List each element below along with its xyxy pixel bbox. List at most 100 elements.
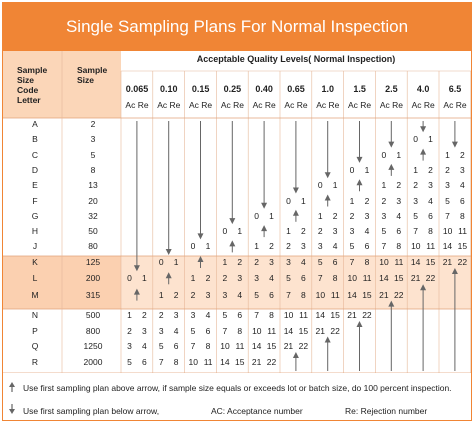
ac-re-cell: 21 22 — [347, 310, 372, 320]
sample-size: 80 — [88, 241, 98, 252]
down-arrow-note: Use first sampling plan below arrow, — [23, 406, 160, 416]
aql-level: 0.40 — [255, 84, 273, 94]
down-arrow-icon — [420, 121, 427, 133]
code-letter: E — [32, 180, 38, 191]
ac-re-cell: 10 11 — [442, 226, 467, 237]
ac-re-label: Ac Re — [252, 100, 276, 110]
down-arrow-icon — [165, 121, 172, 255]
sample-size-header: Size — [77, 75, 95, 85]
ac-re-label: Ac Re — [284, 100, 308, 110]
sample-size: 500 — [85, 310, 101, 320]
code-letter: M — [31, 289, 39, 300]
up-arrow-icon — [165, 272, 172, 285]
ac-re-cell: 21 22 — [442, 257, 468, 267]
down-arrow-icon — [133, 121, 140, 272]
ac-re-cell: 10 11 — [347, 273, 372, 284]
code-letter: A — [32, 119, 38, 129]
ac-re-cell: 14 15 — [283, 325, 309, 336]
sample-size: 8 — [90, 164, 96, 175]
grid-block-2-bg — [121, 256, 471, 309]
sample-size: 3 — [90, 134, 96, 145]
sample-size: 13 — [88, 180, 98, 191]
up-arrow-icon — [356, 179, 363, 192]
aql-level: 1.5 — [353, 84, 366, 94]
sample-size: 200 — [85, 273, 101, 284]
up-arrow-icon — [324, 336, 331, 371]
code-letter: L — [32, 273, 38, 284]
ac-re-label: Ac Re — [348, 100, 372, 110]
aql-level: 1.0 — [321, 84, 335, 94]
down-arrow-icon — [292, 121, 299, 194]
ac-re-cell: 10 11 — [252, 325, 277, 336]
ac-re-label: Ac Re — [411, 100, 435, 110]
ac-re-label: Ac Re — [379, 100, 403, 110]
ac-re-cell: 14 15 — [379, 273, 404, 284]
code-letter: Q — [31, 341, 39, 351]
ac-note: AC: Acceptance number — [211, 406, 303, 416]
up-arrow-icon — [197, 256, 204, 268]
footer-arrows — [9, 382, 15, 414]
up-arrow-icon — [133, 288, 140, 301]
ac-re-label: Ac Re — [189, 100, 213, 110]
code-letter-header: Sample — [17, 65, 48, 75]
sample-size: 5 — [90, 149, 96, 160]
code-letter: D — [31, 164, 39, 175]
sample-size: 32 — [88, 210, 98, 221]
code-letter: P — [32, 325, 38, 336]
ac-re-cell: 21 22 — [410, 273, 436, 284]
aql-heading: Acceptable Quality Levels( Normal Inspec… — [196, 54, 396, 64]
aql-level: 6.5 — [448, 84, 462, 94]
code-letter: B — [32, 134, 38, 145]
ac-re-label: Ac Re — [125, 100, 149, 110]
ac-re-cell: 21 22 — [283, 341, 309, 351]
aql-level: 0.15 — [191, 84, 210, 94]
up-arrow-icon — [9, 382, 15, 387]
ac-re-cell: 14 15 — [410, 257, 436, 267]
ac-re-cell: 10 11 — [220, 341, 245, 351]
ac-re-cell: 10 11 — [315, 289, 340, 300]
code-letter: C — [31, 149, 39, 160]
ac-re-cell: 14 15 — [347, 289, 372, 300]
code-letter-header: Code — [17, 85, 39, 95]
up-arrow-icon — [292, 352, 299, 371]
aql-header: Acceptable Quality Levels( Normal Inspec… — [121, 51, 471, 118]
up-arrow-icon — [388, 163, 395, 176]
ac-re-cell: 21 22 — [379, 289, 404, 300]
down-arrow-icon — [324, 121, 331, 179]
sampling-table-frame: Single Sampling Plans For Normal Inspect… — [2, 2, 472, 421]
aql-level: 4.0 — [416, 84, 430, 94]
